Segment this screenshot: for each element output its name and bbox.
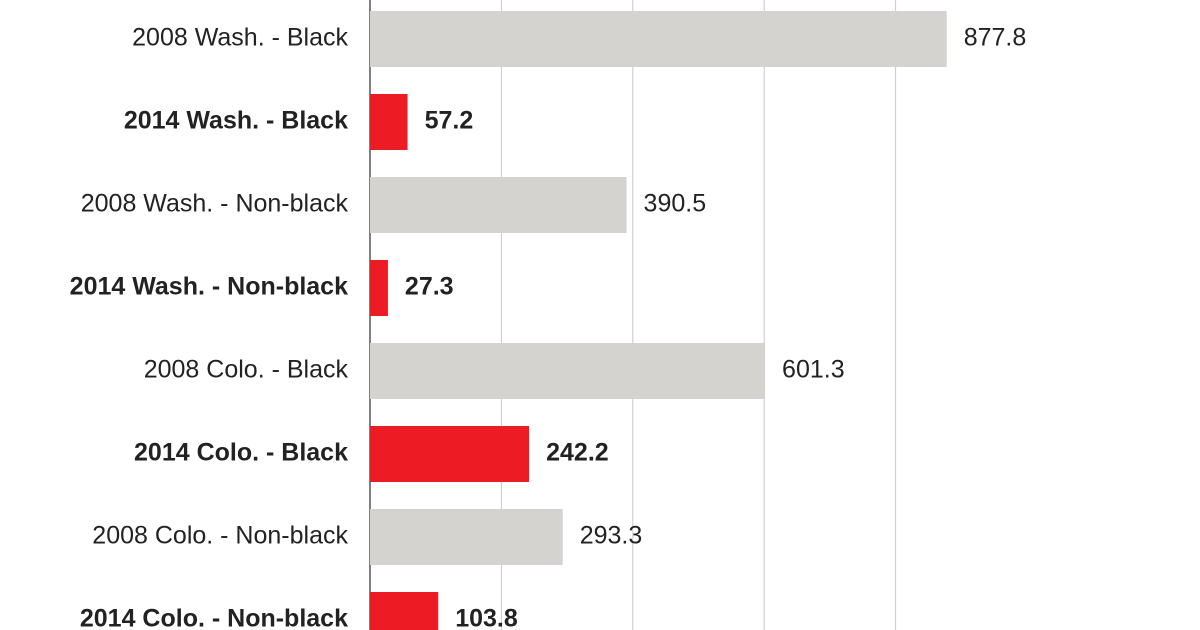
value-label: 601.3 [782, 356, 845, 384]
category-label: 2014 Wash. - Non-black [70, 273, 348, 301]
bar [370, 11, 947, 67]
category-label: 2014 Colo. - Black [134, 439, 348, 467]
category-label: 2008 Colo. - Non-black [92, 522, 348, 550]
bar [370, 94, 408, 150]
bar [370, 509, 563, 565]
category-label: 2008 Wash. - Non-black [81, 190, 349, 218]
value-label: 27.3 [405, 273, 454, 301]
value-label: 293.3 [580, 522, 643, 550]
bar [370, 260, 388, 316]
category-label: 2008 Colo. - Black [144, 356, 349, 384]
bar [370, 426, 530, 482]
value-label: 242.2 [546, 439, 609, 467]
category-label: 2008 Wash. - Black [132, 24, 348, 52]
value-label: 57.2 [425, 107, 474, 135]
bar [370, 592, 439, 630]
value-label: 390.5 [644, 190, 707, 218]
value-label: 103.8 [455, 605, 518, 630]
bar [370, 343, 766, 399]
value-label: 877.8 [964, 24, 1027, 52]
category-label: 2014 Colo. - Non-black [80, 605, 348, 630]
bar [370, 177, 627, 233]
category-label: 2014 Wash. - Black [124, 107, 348, 135]
